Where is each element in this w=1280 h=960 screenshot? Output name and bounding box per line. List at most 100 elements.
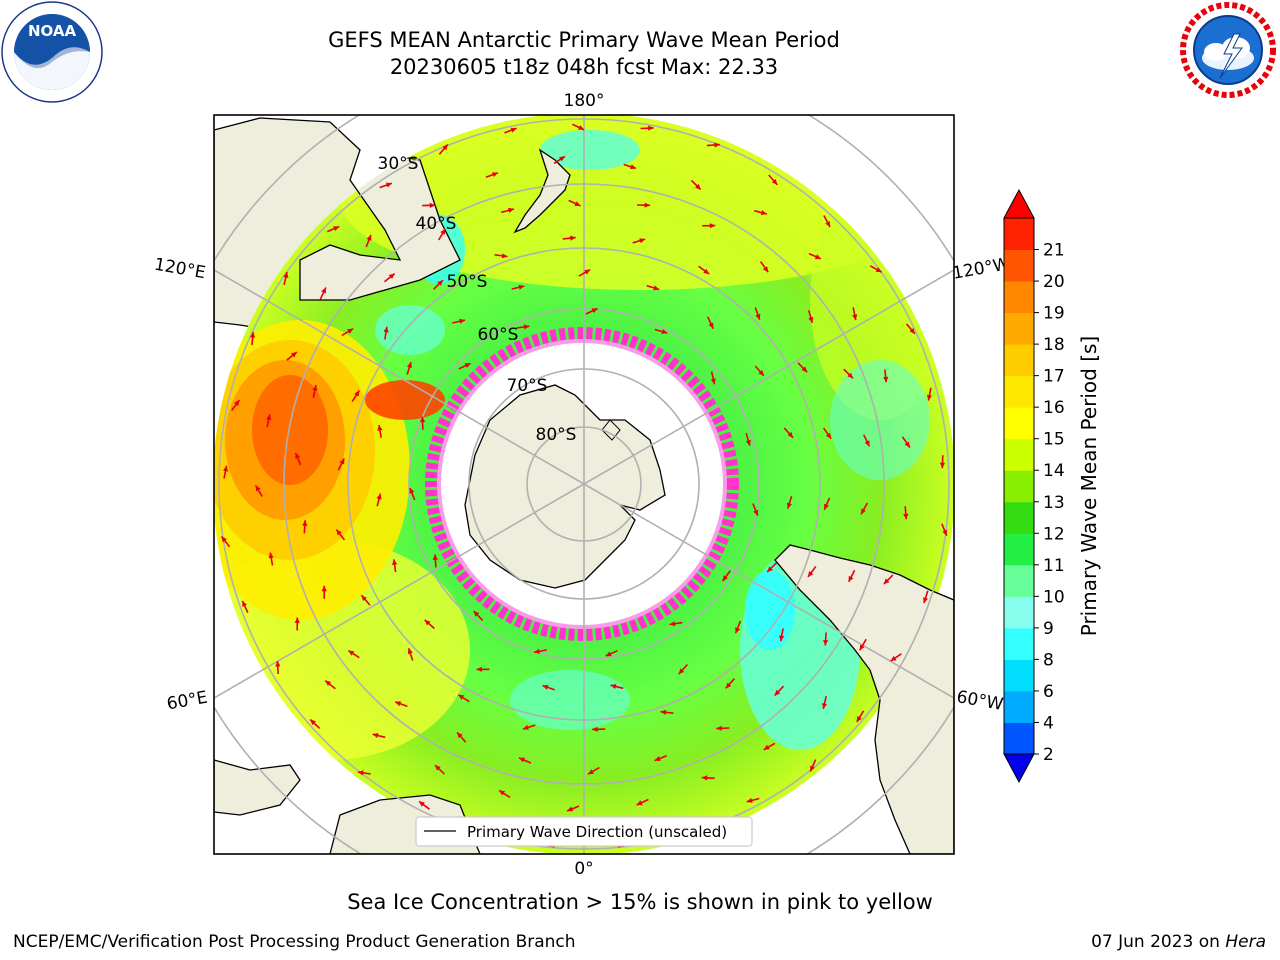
wave-arrow-head	[255, 485, 261, 492]
colorbar-tick-label: 12	[1043, 524, 1065, 544]
wave-arrow-head	[409, 487, 415, 494]
graticule	[214, 115, 954, 854]
wave-arrow-head	[709, 223, 716, 229]
colorbar-segment	[1004, 281, 1034, 314]
wave-arrow-head	[864, 440, 870, 447]
plot-title: GEFS MEAN Antarctic Primary Wave Mean Pe…	[328, 28, 840, 52]
wave-arrow-head	[437, 280, 443, 286]
colorbar-tick-label: 17	[1043, 367, 1065, 387]
new-zealand-land	[513, 148, 571, 234]
wave-arrow-head	[653, 285, 660, 291]
wave-arrow-head	[221, 536, 227, 543]
africa-land	[214, 759, 301, 816]
wave-arrow-head	[852, 314, 858, 321]
wave-arrow-head	[242, 600, 247, 607]
footer-date-text: 07 Jun 2023 on	[1091, 932, 1226, 952]
wave-arrow-head	[424, 619, 431, 626]
wave-arrow-head	[321, 585, 327, 592]
wave-arrow-head	[372, 733, 379, 738]
wave-arrow-head	[377, 425, 383, 431]
wave-arrow-head	[779, 635, 785, 642]
lon-label-0: 0°	[574, 859, 593, 879]
wave-arrow-head	[440, 228, 446, 235]
noaa-logo-text: NOAA	[28, 22, 77, 40]
wave-arrow-head	[825, 432, 832, 439]
wave-arrow-head	[859, 644, 865, 651]
wave-arrow-head	[823, 640, 829, 646]
colorbar-segment	[1004, 533, 1034, 566]
wave-arrow-head	[283, 272, 289, 278]
sea-ice-edge	[425, 327, 739, 641]
wave-arrow-head	[610, 684, 617, 689]
wave-arrow-head	[464, 363, 471, 368]
wave-arrow-head	[875, 267, 882, 273]
wave-arrow-head	[725, 682, 732, 689]
wave-arrow-head	[630, 164, 637, 170]
wave-arrow-head	[808, 571, 814, 577]
wave-arrow-head	[636, 800, 643, 806]
footer-date: 07 Jun 2023 on Hera	[1091, 932, 1266, 952]
colorbar-segment	[1004, 564, 1034, 597]
nws-logo	[1180, 2, 1276, 98]
colorbar-segment	[1004, 690, 1034, 723]
colorbar-tick-label: 6	[1043, 682, 1054, 702]
colorbar-segment	[1004, 722, 1034, 755]
wave-arrow-head	[508, 207, 514, 213]
wave-arrow-head	[890, 655, 897, 661]
wave-arrow-head	[714, 142, 720, 148]
wave-arrow-head	[648, 125, 654, 131]
wave-arrow-head	[856, 715, 862, 722]
colorbar-tick-label: 10	[1043, 587, 1065, 607]
lat-label-60s: 60°S	[478, 325, 519, 345]
wave-arrow-head	[591, 308, 598, 314]
wave-direction-arrows	[220, 123, 948, 848]
wave-arrow-head	[510, 127, 517, 133]
plot-subtitle: 20230605 t18z 048h fcst Max: 22.33	[389, 55, 779, 79]
wave-arrow-head	[302, 520, 308, 526]
wave-arrow-head	[250, 332, 256, 338]
wave-arrow-head	[574, 201, 581, 206]
wave-arrow-head	[223, 465, 229, 472]
wave-arrow-head	[268, 552, 274, 559]
wave-arrow-head	[708, 322, 714, 329]
map-frame	[213, 114, 955, 855]
lat-label-40s: 40°S	[416, 214, 457, 234]
wave-arrow-head	[518, 284, 525, 290]
wave-arrow-head	[432, 554, 438, 560]
wave-arrow-head	[644, 202, 651, 208]
wave-arrow-head	[333, 226, 340, 231]
wave-arrow-head	[354, 390, 360, 397]
wave-arrow-head	[522, 724, 529, 730]
footer-credit: NCEP/EMC/Verification Post Processing Pr…	[13, 932, 576, 952]
colorbar-segment	[1004, 407, 1034, 440]
wave-arrow-head	[234, 400, 240, 406]
wave-arrow-head	[758, 370, 764, 376]
colorbar: 2 4 6 8 9 10 11 12 13 14 15 16 17 18 19 20 21 Primary Wa…	[1003, 188, 1101, 784]
colorbar-segment	[1004, 659, 1034, 692]
wave-arrow-head	[801, 366, 808, 373]
lat-label-80s: 80°S	[536, 425, 577, 445]
wave-arrow-head	[767, 566, 773, 572]
wave-arrow-head	[385, 182, 392, 188]
wave-arrow-head	[909, 328, 915, 334]
wave-arrow-head	[523, 324, 530, 330]
wave-arrow-head	[383, 326, 389, 333]
wave-arrow-head	[923, 597, 928, 604]
wave-arrow-head	[570, 235, 576, 241]
wave-arrow-head	[786, 502, 792, 509]
wave-arrow-head	[336, 529, 342, 536]
colorbar-tick-label: 15	[1043, 430, 1065, 450]
colorbar-tick-label: 2	[1043, 745, 1054, 765]
colorbar-label: Primary Wave Mean Period [s]	[1077, 336, 1101, 637]
wave-arrow-head	[501, 253, 508, 259]
wave-arrow-head	[473, 611, 480, 617]
wave-arrow-head	[883, 376, 889, 383]
wave-arrow-head	[519, 757, 525, 763]
wave-arrow-head	[710, 378, 716, 385]
wave-arrow-head	[903, 513, 909, 520]
wave-arrow-head	[605, 651, 612, 657]
wave-arrow-head	[942, 529, 948, 536]
wave-arrow-head	[429, 202, 436, 208]
colorbar-tick-label: 4	[1043, 713, 1054, 733]
wave-arrow-head	[745, 439, 751, 446]
